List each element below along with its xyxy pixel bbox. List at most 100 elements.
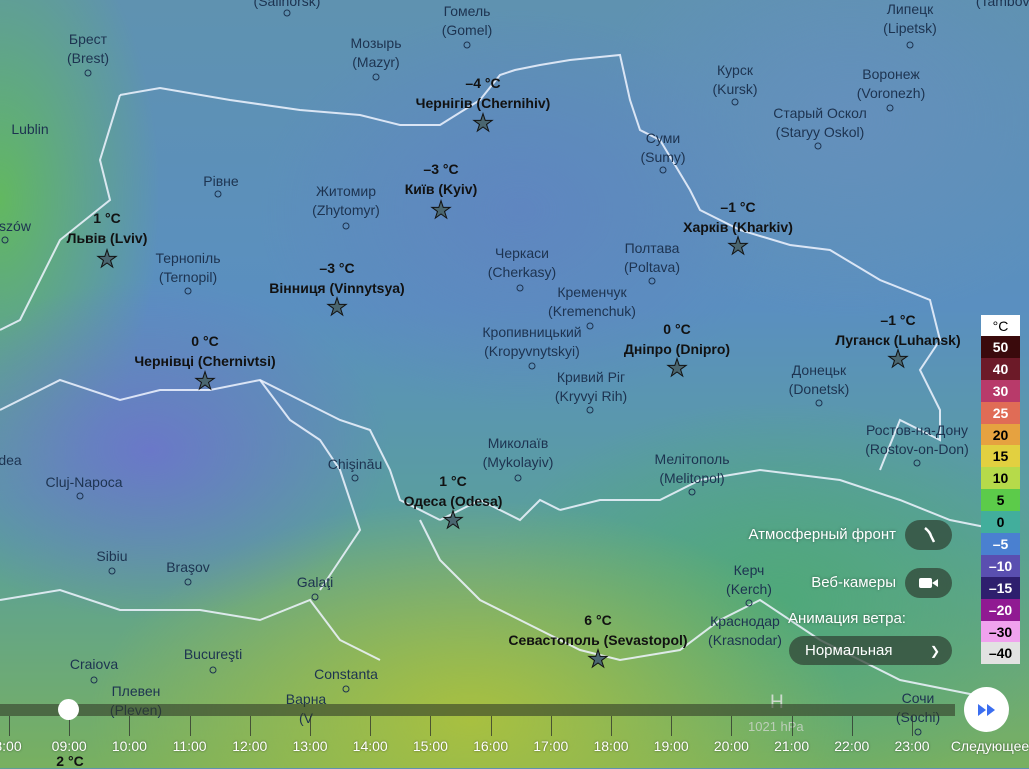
timeline-hour[interactable]: 8:00 bbox=[0, 738, 22, 754]
city-dot bbox=[731, 98, 739, 106]
station-label: –3 °C Вінниця (Vinnytsya) bbox=[269, 260, 405, 296]
legend-item: 15 bbox=[981, 445, 1020, 468]
timeline-hour[interactable]: 14:00 bbox=[352, 738, 388, 754]
legend-item: 25 bbox=[981, 401, 1020, 424]
station-label: 0 °C Чернівці (Chernivtsi) bbox=[134, 333, 276, 369]
city-label: Миколаїв (Mykolayiv) bbox=[482, 435, 554, 470]
star-icon[interactable]: ★ bbox=[430, 197, 452, 224]
star-icon[interactable]: ★ bbox=[887, 346, 909, 373]
timeline-hour[interactable]: 09:00 bbox=[51, 738, 87, 754]
city-label: Воронеж (Voronezh) bbox=[856, 66, 926, 101]
city-label: Chişinău bbox=[327, 456, 383, 472]
timeline-tick bbox=[310, 716, 311, 736]
timeline-hour[interactable]: 21:00 bbox=[774, 738, 810, 754]
station-label: 1 °C Львів (Lviv) bbox=[66, 210, 148, 246]
timeline-tick bbox=[731, 716, 733, 736]
webcams-toggle-button[interactable] bbox=[905, 568, 952, 598]
timeline-track[interactable] bbox=[0, 704, 955, 716]
city-dot bbox=[283, 9, 291, 17]
temperature-legend: °C 50 40 30 25 20 15 10 5 0 –5 –10 –15 –20 –30 –40 bbox=[981, 315, 1020, 665]
legend-item: 50 bbox=[981, 336, 1020, 358]
timeline-hour[interactable]: 19:00 bbox=[653, 738, 689, 754]
city-dot bbox=[745, 599, 753, 607]
city-label: Полтава (Poltava) bbox=[623, 240, 681, 275]
star-icon[interactable]: ★ bbox=[96, 246, 118, 273]
timeline-hour[interactable]: 13:00 bbox=[292, 738, 328, 754]
station-label: –1 °C Луганск (Luhansk) bbox=[835, 312, 961, 348]
timeline-hour[interactable]: 20:00 bbox=[713, 738, 749, 754]
timeline-hour[interactable]: 12:00 bbox=[232, 738, 268, 754]
city-label: Ростов-на-Дону (Rostov-on-Don) bbox=[865, 422, 969, 457]
timeline-tick bbox=[851, 716, 853, 736]
city-dot bbox=[76, 492, 84, 500]
star-icon[interactable]: ★ bbox=[194, 368, 216, 395]
city-label: Тернопіль (Ternopil) bbox=[155, 250, 221, 285]
timeline-hour[interactable]: 18:00 bbox=[593, 738, 629, 754]
star-icon[interactable]: ★ bbox=[666, 355, 688, 382]
timeline-tick bbox=[430, 716, 432, 736]
city-dot bbox=[913, 459, 921, 467]
next-button[interactable] bbox=[964, 687, 1009, 732]
city-label: Sibiu bbox=[96, 548, 128, 564]
city-label: Липецк (Lipetsk) bbox=[883, 1, 937, 36]
station-label: –4 °C Чернігів (Chernihiv) bbox=[415, 75, 551, 111]
city-label: Гомель (Gomel) bbox=[441, 3, 493, 38]
station-label: 2 °C bbox=[56, 753, 84, 769]
city-dot bbox=[906, 41, 914, 49]
city-label: Житомир (Zhytomyr) bbox=[312, 183, 380, 218]
city-dot bbox=[184, 578, 192, 586]
fast-forward-icon bbox=[977, 703, 995, 716]
pressure-value: 1021 hPa bbox=[748, 719, 804, 734]
star-icon[interactable]: ★ bbox=[326, 294, 348, 321]
city-label: Constanta bbox=[314, 666, 378, 682]
timeline-tick bbox=[490, 716, 492, 736]
timeline-hour[interactable]: 10:00 bbox=[111, 738, 147, 754]
star-icon[interactable]: ★ bbox=[442, 507, 464, 534]
front-toggle-button[interactable] bbox=[905, 520, 952, 550]
city-dot bbox=[1, 236, 9, 244]
city-label: Брест (Brest) bbox=[67, 31, 109, 66]
city-dot bbox=[351, 474, 359, 482]
station-label: 0 °C Дніпро (Dnipro) bbox=[623, 321, 731, 357]
timeline-hour[interactable]: 16:00 bbox=[473, 738, 509, 754]
timeline-hour[interactable]: 11:00 bbox=[172, 738, 207, 754]
timeline-hour[interactable]: 23:00 bbox=[894, 738, 930, 754]
timeline-handle[interactable] bbox=[58, 699, 79, 720]
legend-item: 0 bbox=[981, 511, 1020, 534]
city-label: Cluj-Napoca bbox=[45, 474, 123, 490]
city-dot bbox=[342, 222, 350, 230]
wind-animation-select[interactable]: Нормальная ❯ bbox=[789, 636, 952, 665]
city-label: Курск (Kursk) bbox=[712, 62, 758, 97]
city-dot bbox=[514, 474, 522, 482]
timeline-hour[interactable]: 17:00 bbox=[533, 738, 569, 754]
city-dot bbox=[209, 666, 217, 674]
timeline-tick bbox=[249, 716, 251, 736]
city-label: Braşov bbox=[166, 559, 210, 575]
city-dot bbox=[659, 166, 667, 174]
wind-animation-label: Анимация ветра: bbox=[788, 610, 906, 627]
city-label: Краснодар (Krasnodar) bbox=[708, 613, 782, 648]
camera-icon bbox=[918, 578, 938, 588]
city-label: Старый Оскол (Staryy Oskol) bbox=[773, 105, 867, 140]
city-label: dea bbox=[0, 452, 22, 468]
legend-item: –40 bbox=[981, 642, 1020, 665]
star-icon[interactable]: ★ bbox=[472, 110, 494, 137]
city-label: Galaţi bbox=[296, 574, 334, 590]
city-label: Керч (Kerch) bbox=[726, 562, 772, 597]
timeline-hour[interactable]: 15:00 bbox=[412, 738, 448, 754]
city-dot bbox=[586, 406, 594, 414]
timeline-hour[interactable]: 22:00 bbox=[834, 738, 870, 754]
star-icon[interactable]: ★ bbox=[727, 233, 749, 260]
legend-item: –15 bbox=[981, 576, 1020, 599]
city-dot bbox=[108, 567, 116, 575]
chevron-down-icon: ❯ bbox=[929, 643, 940, 658]
star-icon[interactable]: ★ bbox=[587, 646, 609, 673]
city-dot bbox=[886, 104, 894, 112]
city-label: (Tambov) bbox=[975, 0, 1029, 9]
city-label: Донецьк (Donetsk) bbox=[788, 362, 850, 397]
city-dot bbox=[90, 676, 98, 684]
station-label: 6 °C Севастополь (Sevastopol) bbox=[508, 612, 688, 648]
timeline-tick bbox=[370, 716, 372, 736]
